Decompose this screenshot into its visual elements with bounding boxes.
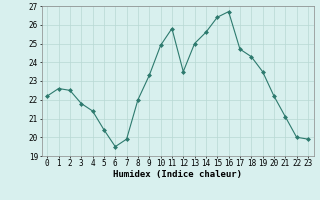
X-axis label: Humidex (Indice chaleur): Humidex (Indice chaleur) (113, 170, 242, 179)
